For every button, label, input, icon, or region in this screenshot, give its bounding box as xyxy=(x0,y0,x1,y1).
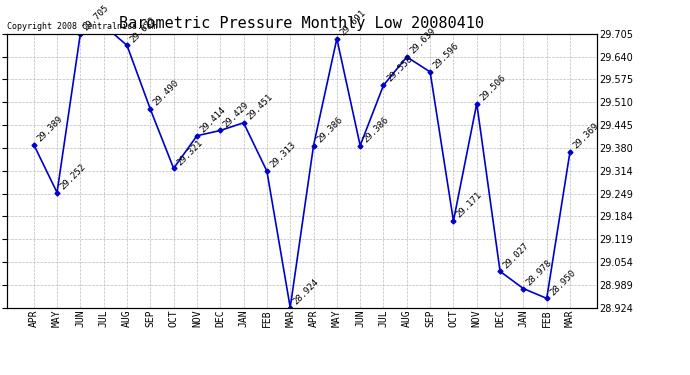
Text: 29.691: 29.691 xyxy=(338,8,367,37)
Text: 28.950: 28.950 xyxy=(548,268,578,297)
Text: 29.558: 29.558 xyxy=(385,55,414,84)
Text: Copyright 2008 Centralnics.com: Copyright 2008 Centralnics.com xyxy=(7,22,157,31)
Text: 29.386: 29.386 xyxy=(315,115,344,144)
Text: 29.414: 29.414 xyxy=(198,105,228,134)
Text: 29.729: 29.729 xyxy=(0,374,1,375)
Text: 29.639: 29.639 xyxy=(408,26,437,56)
Text: 29.321: 29.321 xyxy=(175,138,204,167)
Text: 29.252: 29.252 xyxy=(59,162,88,191)
Title: Barometric Pressure Monthly Low 20080410: Barometric Pressure Monthly Low 20080410 xyxy=(119,16,484,31)
Text: 29.672: 29.672 xyxy=(128,15,157,44)
Text: 29.171: 29.171 xyxy=(455,190,484,219)
Text: 29.490: 29.490 xyxy=(152,78,181,108)
Text: 29.369: 29.369 xyxy=(571,121,600,150)
Text: 29.506: 29.506 xyxy=(478,73,507,102)
Text: 29.027: 29.027 xyxy=(502,241,531,270)
Text: 29.451: 29.451 xyxy=(245,92,274,122)
Text: 28.924: 28.924 xyxy=(292,277,321,306)
Text: 28.978: 28.978 xyxy=(525,258,554,287)
Text: 29.429: 29.429 xyxy=(221,100,251,129)
Text: 29.386: 29.386 xyxy=(362,115,391,144)
Text: 29.705: 29.705 xyxy=(81,3,111,32)
Text: 29.313: 29.313 xyxy=(268,141,297,170)
Text: 29.596: 29.596 xyxy=(431,41,461,70)
Text: 29.389: 29.389 xyxy=(35,114,64,143)
